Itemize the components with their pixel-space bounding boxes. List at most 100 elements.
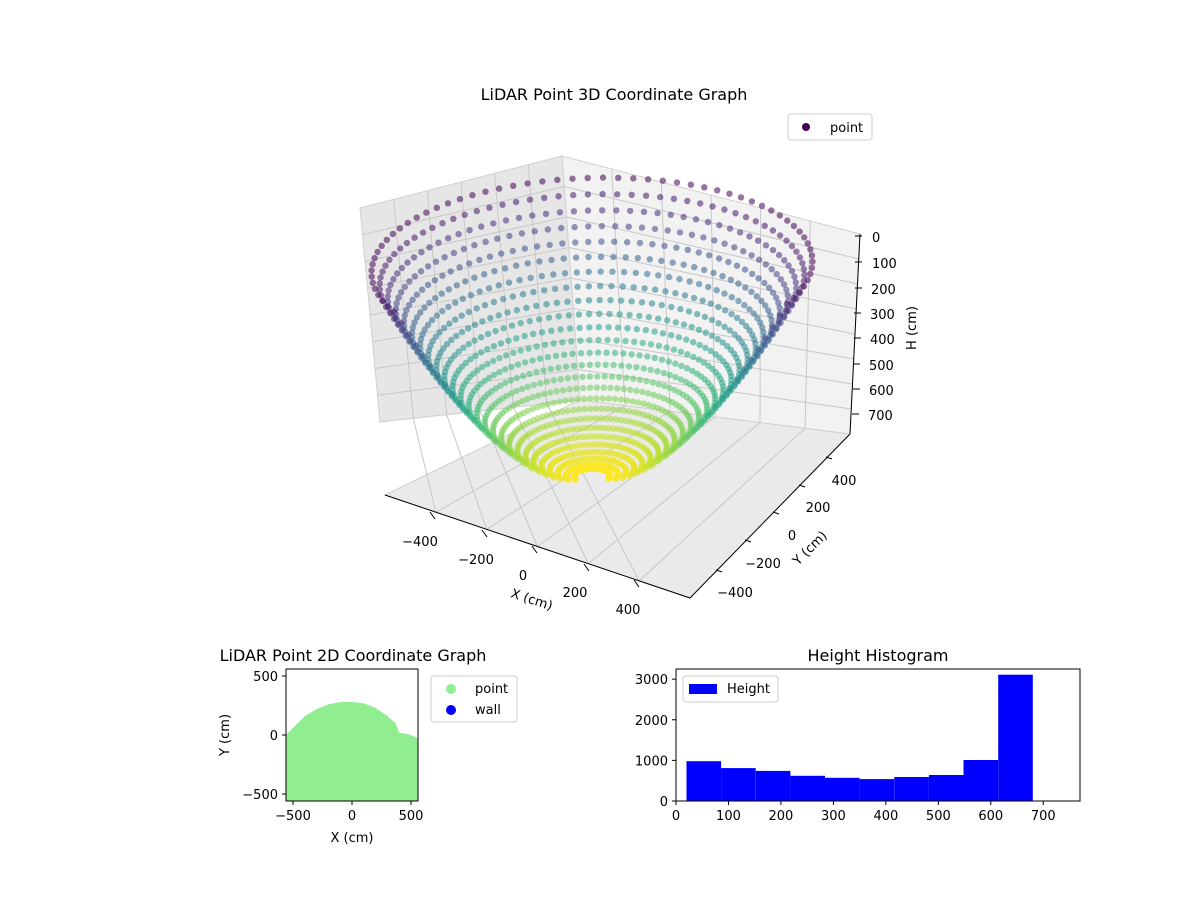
cloud-point [702,344,709,352]
cloud-point [484,330,492,338]
cloud-point [626,311,633,319]
cloud-point [383,236,390,244]
cloud-point [808,252,816,259]
cloud-point [559,240,566,247]
cloud-point [550,399,557,407]
cloud-point [738,318,746,326]
z-tick-label: 500 [869,359,894,374]
x-tick-label: 300 [821,809,846,824]
cloud-point [748,198,756,205]
cloud-point [605,395,613,402]
cloud-point [500,295,507,303]
cloud-point [610,253,617,261]
cloud-point [761,279,768,287]
cloud-point [610,361,617,369]
cloud-point [596,296,603,304]
cloud-point [666,371,673,379]
cloud-point [609,406,617,413]
cloud-point [750,310,757,317]
cloud-point [550,377,557,384]
x-tick-mark [429,511,436,520]
cloud-point [647,341,655,348]
cloud-point [575,311,583,318]
cloud-point [368,273,375,280]
histogram-bar [998,674,1033,801]
z-tick-label: 600 [869,384,894,399]
cloud-point [623,397,631,404]
cloud-point [611,475,619,483]
cloud-point [635,399,642,406]
histogram-bar [859,779,895,801]
cloud-point [622,254,629,261]
cloud-point [448,336,455,344]
cloud-point [481,301,489,309]
cloud-point [634,254,641,262]
x-tick-label: 200 [563,586,588,601]
cloud-point [543,378,551,385]
cloud-point [573,269,580,276]
cloud-point [441,254,448,261]
cloud-point [684,197,691,205]
cloud-point [565,476,572,484]
legend-wall-marker [446,705,456,715]
cloud-point [572,254,580,261]
cloud-point [524,260,531,267]
x-tick-label: 0 [672,809,680,824]
cloud-point [731,331,738,338]
cloud-point [680,261,687,268]
cloud-point [710,269,717,277]
y-tick-label: 2000 [635,714,668,729]
cloud-point [431,277,439,284]
y-tick-mark [772,511,780,515]
cloud-point [453,332,460,340]
cloud-point [615,406,622,413]
cloud-point [423,209,430,216]
cloud-point [552,352,560,359]
cloud-point [570,362,578,369]
cloud-point [586,384,594,391]
cloud-point [452,316,459,323]
cloud-point [666,384,673,392]
grid-line [446,414,488,530]
cloud-point [506,232,513,240]
cloud-point [617,297,625,304]
cloud-point [401,312,408,319]
cloud-point [678,362,685,370]
cloud-point [492,327,499,335]
cloud-point [707,347,714,355]
cloud-point [672,319,679,326]
cloud-point [516,276,523,284]
cloud-point [513,374,520,382]
cloud-point [762,302,769,309]
cloud-point [607,384,614,392]
cloud-point [645,401,652,409]
cloud-point [498,250,505,257]
cloud-point [649,379,656,386]
title-2d: LiDAR Point 2D Coordinate Graph [220,646,487,665]
cloud-point [791,296,798,303]
cloud-point [687,181,695,188]
cloud-point [533,243,541,250]
cloud-point [644,353,651,360]
cloud-point [638,299,646,306]
cloud-point [574,396,581,403]
cloud-point [439,307,446,315]
cloud-point [554,176,561,183]
cloud-point [495,282,502,289]
cloud-point [708,316,716,324]
cloud-point [625,408,633,415]
cloud-point [602,361,609,368]
cloud-point [587,424,594,431]
cloud-point [685,308,693,315]
cloud-point [574,283,581,290]
cloud-point [378,242,385,249]
cloud-point [561,351,568,358]
cloud-point [510,182,517,189]
cloud-point [473,305,480,312]
cloud-point [409,324,417,331]
cloud-point [742,213,750,221]
histogram-y-ticks: 0 1000 2000 3000 [635,673,676,810]
cloud-point [587,415,594,422]
cloud-point [675,334,683,341]
